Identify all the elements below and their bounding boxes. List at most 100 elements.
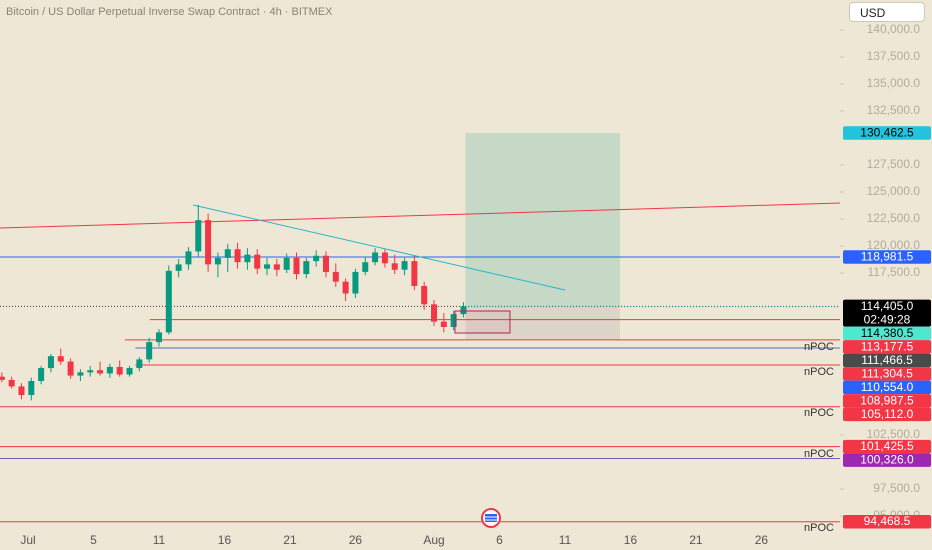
y-tick-label: 97,500.0 <box>873 481 920 495</box>
price-label <box>843 453 931 467</box>
price-label <box>843 299 931 327</box>
price-label-text: 111,304.5 <box>861 366 913 380</box>
candle-body <box>77 372 84 376</box>
annotation: nPOC <box>804 522 834 534</box>
y-tick-label: 135,000.0 <box>867 76 921 90</box>
x-tick-label: 16 <box>218 533 232 547</box>
y-tick-label: 122,500.0 <box>867 211 921 225</box>
price-label-text: 105,112.0 <box>861 407 914 421</box>
price-label-text: 108,987.5 <box>860 393 914 407</box>
plot-area: nPOC nPOC nPOC nPOC nPOC <box>0 133 840 534</box>
x-tick-label: Aug <box>423 533 444 547</box>
candle-body <box>28 381 35 396</box>
x-tick-label: 21 <box>689 533 703 547</box>
candle-body <box>411 261 418 286</box>
candle-body <box>38 368 45 382</box>
position-target-zone <box>465 133 620 307</box>
position-stop-zone <box>465 306 620 340</box>
annotation: nPOC <box>804 341 834 353</box>
price-label <box>843 407 931 422</box>
price-label-text: 101,425.5 <box>860 439 914 453</box>
y-tick-label: 102,500.0 <box>867 427 921 441</box>
candle-body <box>362 262 369 272</box>
candle-body <box>165 270 172 333</box>
candle-body <box>175 264 182 271</box>
candle-body <box>401 261 408 270</box>
candle-body <box>47 356 54 369</box>
annotation: nPOC <box>804 407 834 419</box>
candle-body <box>322 255 329 272</box>
candle-body <box>18 386 25 396</box>
candle-body <box>116 366 123 375</box>
candle-body <box>205 220 212 265</box>
price-label-text: 110,554.0 <box>861 380 914 394</box>
candle-body <box>97 370 104 374</box>
candle-body <box>293 257 300 275</box>
candle-body <box>283 257 290 270</box>
price-label <box>843 353 931 368</box>
y-tick-label: 140,000.0 <box>867 22 921 36</box>
candle-body <box>273 264 280 270</box>
price-label-text: 114,405.0 <box>861 299 914 313</box>
candle-body <box>372 252 379 263</box>
y-tick-label: 137,500.0 <box>867 49 921 63</box>
price-label-text: 113,177.5 <box>861 339 914 353</box>
candle-body <box>126 368 133 375</box>
candle-body <box>224 249 231 258</box>
price-label <box>843 439 931 454</box>
event-icon <box>481 508 501 528</box>
x-tick-label: 5 <box>90 533 97 547</box>
price-label-text: 114,380.5 <box>861 326 914 340</box>
candle-body <box>264 264 271 269</box>
price-label <box>843 340 931 354</box>
price-label-text: 111,466.5 <box>861 353 913 367</box>
candle-body <box>440 321 447 328</box>
x-tick-label: 11 <box>153 533 166 547</box>
candle-body <box>136 359 143 369</box>
candle-body <box>185 251 192 265</box>
x-tick-label: Jul <box>20 533 35 547</box>
x-tick-label: 26 <box>755 533 769 547</box>
annotation: nPOC <box>804 448 834 460</box>
price-label-text: 130,462.5 <box>860 125 914 139</box>
axes: 140,000.0 137,500.0 135,000.0 132,500.0 127,… <box>20 22 931 547</box>
candle-body <box>254 254 261 269</box>
candle-body <box>234 249 241 263</box>
candle-body <box>87 370 94 373</box>
candle-body <box>352 271 359 294</box>
candle-body <box>381 252 388 264</box>
annotation: nPOC <box>804 366 834 378</box>
candle-body <box>421 285 428 305</box>
candle-body <box>244 254 251 263</box>
candle-body <box>303 261 310 275</box>
trend-line <box>192 204 566 291</box>
y-tick-label: 117,500.0 <box>868 265 921 279</box>
candle-body <box>391 263 398 270</box>
candle-body <box>8 379 15 387</box>
price-label <box>843 250 931 264</box>
x-tick-label: 16 <box>624 533 638 547</box>
range-box <box>454 310 511 334</box>
countdown-text: 02:49:28 <box>864 312 911 326</box>
currency-button[interactable]: USD <box>849 2 925 22</box>
price-label <box>843 367 931 381</box>
candle-body <box>450 314 457 328</box>
candle-body <box>106 366 113 374</box>
price-label <box>843 394 931 408</box>
candle-body <box>313 255 320 262</box>
trend-line <box>0 202 840 229</box>
candle-body <box>214 257 221 265</box>
candle-body <box>155 332 162 343</box>
price-label-text: 118,981.5 <box>861 249 914 263</box>
candle-body <box>332 271 339 282</box>
candle-body <box>460 306 467 315</box>
price-label <box>843 126 931 140</box>
x-tick-label: 26 <box>349 533 363 547</box>
candle-body <box>67 361 74 376</box>
candle-body <box>431 304 438 322</box>
chart-title: Bitcoin / US Dollar Perpetual Inverse Sw… <box>6 6 333 18</box>
y-tick-label: 127,500.0 <box>867 157 921 171</box>
x-tick-label: 11 <box>559 533 572 547</box>
